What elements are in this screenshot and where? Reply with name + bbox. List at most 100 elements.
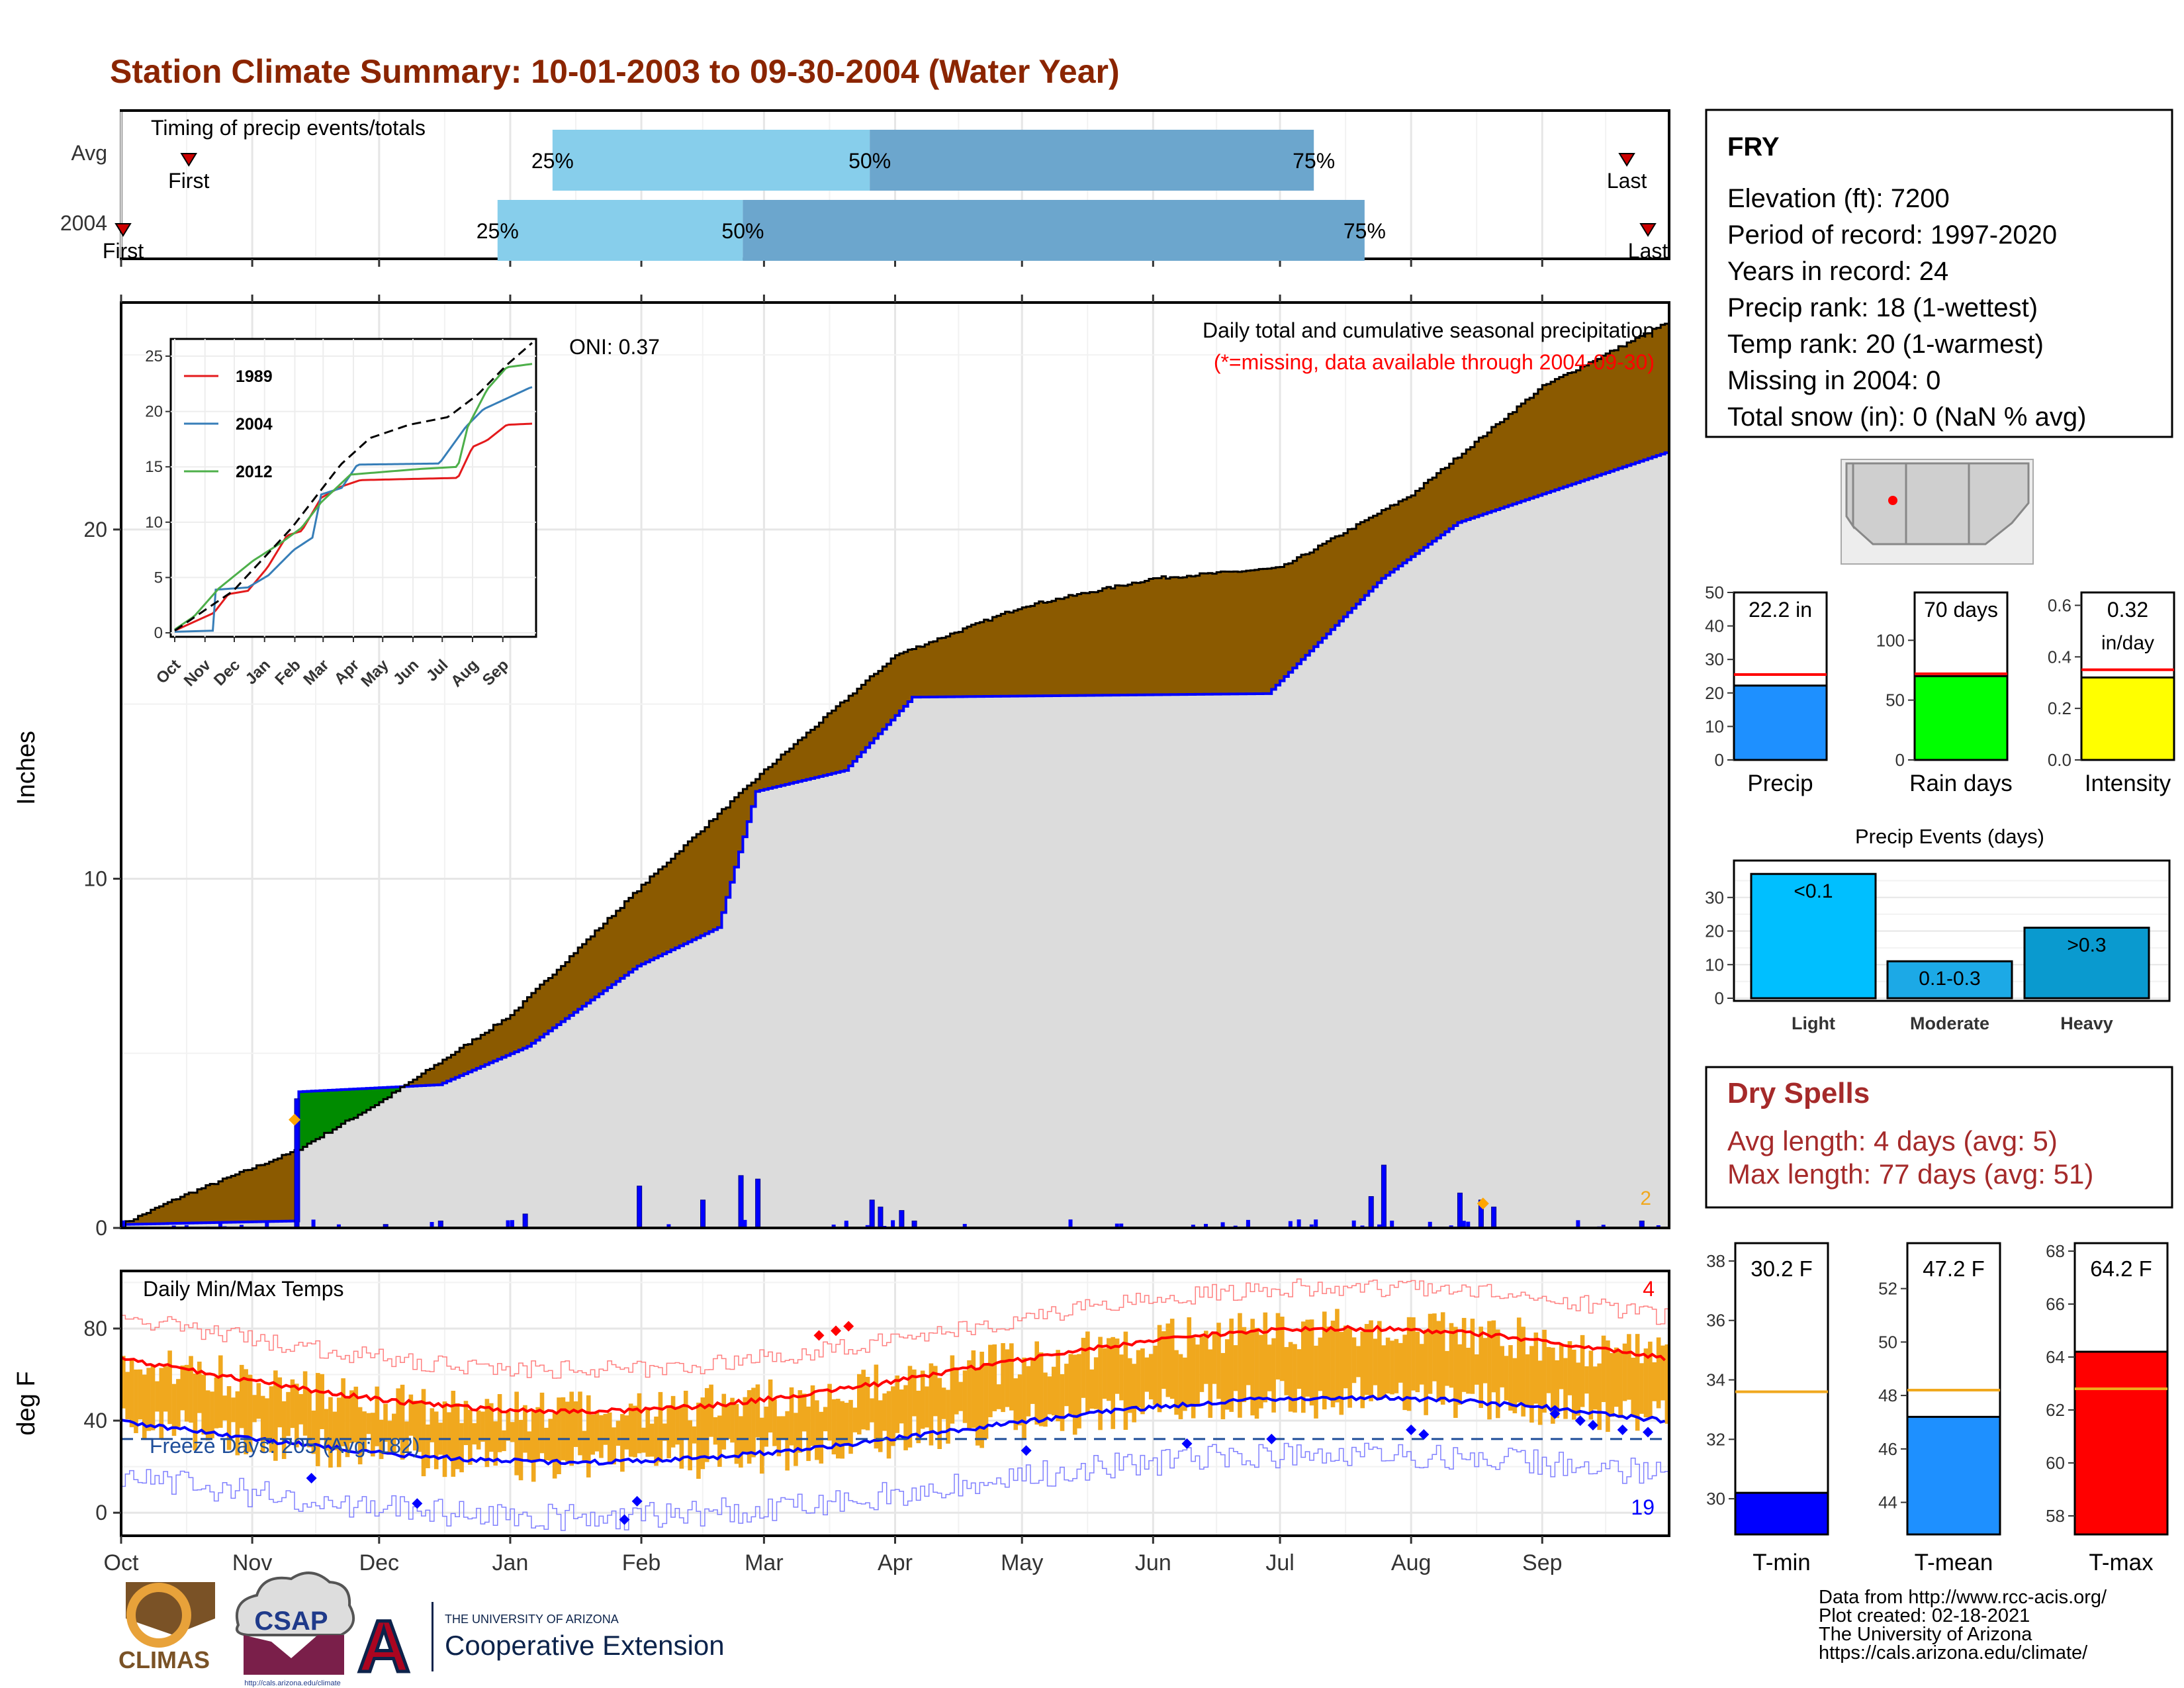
daily-temp-range-bar — [1220, 1352, 1226, 1419]
daily-temp-range-bar — [1542, 1329, 1547, 1413]
summary-bar-y-tick-label: 10 — [1705, 716, 1724, 736]
daily-temp-range-bar — [700, 1397, 705, 1470]
daily-temp-range-bar — [121, 1356, 126, 1409]
daily-temp-range-bar — [764, 1406, 768, 1447]
temp-y-tick-label: 40 — [83, 1409, 107, 1432]
daily-temp-range-bar — [1093, 1357, 1099, 1409]
temp-y-tick-label: 80 — [83, 1317, 107, 1340]
daily-temp-range-bar — [1127, 1358, 1132, 1413]
daily-temp-range-bar — [1512, 1358, 1518, 1413]
daily-temp-range-bar — [573, 1401, 578, 1447]
daily-temp-range-bar — [1377, 1321, 1382, 1398]
daily-temp-range-bar — [328, 1397, 333, 1468]
daily-temp-range-bar — [1017, 1374, 1023, 1426]
daily-precip-bar-small — [1351, 1220, 1356, 1228]
daily-temp-range-bar — [1406, 1317, 1412, 1411]
daily-temp-range-bar — [1567, 1341, 1572, 1395]
daily-temp-range-bar — [1077, 1354, 1081, 1429]
temp-bar-y-tick-label: 64 — [2046, 1347, 2065, 1367]
daily-temp-range-bar — [1533, 1332, 1539, 1404]
daily-temp-range-bar — [302, 1371, 308, 1436]
daily-temp-range-bar — [1068, 1354, 1073, 1415]
daily-temp-range-bar — [819, 1411, 824, 1464]
daily-temp-range-bar — [1314, 1345, 1318, 1419]
daily-temp-range-bar — [1233, 1345, 1238, 1391]
summary-bar-y-tick-label: 50 — [1705, 583, 1724, 602]
daily-temp-range-bar — [988, 1344, 993, 1417]
daily-precip-bar-small — [1461, 1221, 1466, 1228]
daily-temp-range-bar — [1479, 1327, 1484, 1408]
temperature-y-axis-label: deg F — [13, 1371, 40, 1435]
daily-temp-range-bar — [759, 1417, 764, 1474]
daily-temp-range-bar — [484, 1399, 490, 1468]
oni-value: ONI: 0.37 — [569, 335, 660, 359]
record-max-temp-line — [121, 1278, 1669, 1379]
daily-temp-range-bar — [176, 1379, 181, 1427]
daily-temp-range-bar — [307, 1390, 312, 1448]
daily-temp-range-bar — [476, 1410, 481, 1450]
daily-temp-range-bar — [599, 1415, 604, 1458]
daily-temp-range-bar — [1487, 1321, 1492, 1420]
daily-temp-range-bar — [146, 1368, 151, 1431]
daily-temp-range-bar — [286, 1391, 291, 1436]
daily-temp-range-bar — [1424, 1329, 1428, 1415]
daily-temp-range-bar — [565, 1401, 570, 1462]
daily-temp-range-bar — [1402, 1335, 1407, 1411]
daily-temp-range-bar — [624, 1415, 629, 1450]
daily-temp-range-bar — [426, 1424, 430, 1468]
daily-temp-range-bar — [688, 1420, 692, 1471]
daily-temp-range-bar — [235, 1391, 240, 1456]
daily-precip-bar-small — [891, 1220, 895, 1228]
daily-temp-range-bar — [1297, 1349, 1302, 1389]
daily-temp-range-bar — [937, 1378, 942, 1449]
daily-temp-range-bar — [666, 1405, 672, 1458]
daily-temp-range-bar — [273, 1370, 278, 1461]
daily-temp-range-bar — [1280, 1316, 1285, 1382]
daily-temp-range-bar — [260, 1395, 265, 1453]
timing-last-label: Last — [1607, 169, 1647, 193]
daily-temp-range-bar — [1216, 1323, 1221, 1399]
daily-temp-range-bar — [493, 1421, 498, 1466]
temp-bar-y-tick-label: 32 — [1706, 1429, 1725, 1449]
daily-temp-range-bar — [1347, 1328, 1352, 1408]
daily-temp-range-bar — [1643, 1348, 1649, 1418]
daily-temp-range-bar — [214, 1377, 219, 1429]
temp-bar-y-tick-label: 66 — [2046, 1294, 2065, 1314]
month-tick-label: Oct — [104, 1550, 139, 1575]
daily-precip-bar — [700, 1199, 706, 1229]
ua-logo: A THE UNIVERSITY OF ARIZONA Cooperative … — [356, 1602, 725, 1688]
station-period: Period of record: 1997-2020 — [1727, 220, 2057, 250]
station-years: Years in record: 24 — [1727, 257, 1948, 286]
daily-precip-bar-small — [430, 1221, 434, 1228]
daily-temp-range-bar — [996, 1384, 1001, 1409]
daily-temp-range-bar — [1263, 1312, 1268, 1403]
temp-bar-value: 47.2 F — [1923, 1256, 1985, 1281]
inset-y-tick-label: 5 — [154, 569, 163, 586]
daily-temp-range-bar — [992, 1344, 997, 1411]
daily-temp-range-bar — [1098, 1336, 1103, 1430]
daily-temp-range-bar — [497, 1393, 502, 1452]
daily-temp-range-bar — [265, 1398, 269, 1441]
month-tick-label: Nov — [232, 1550, 272, 1575]
temp-bar-value: 64.2 F — [2090, 1256, 2152, 1281]
daily-temp-range-bar — [142, 1374, 147, 1440]
daily-temp-range-bar — [780, 1416, 786, 1440]
climas-logo-sun — [126, 1583, 191, 1648]
daily-temp-range-bar — [218, 1355, 223, 1428]
daily-temp-range-bar — [861, 1370, 866, 1430]
daily-temp-range-bar — [692, 1426, 697, 1444]
daily-temp-range-bar — [1631, 1358, 1636, 1417]
daily-temp-range-bar — [1516, 1317, 1522, 1403]
record-min-marker — [1021, 1445, 1032, 1456]
summary-bar-y-tick-label: 30 — [1705, 649, 1724, 669]
inset-y-tick-label: 25 — [145, 348, 163, 365]
daily-precip-bar-small — [962, 1223, 967, 1228]
summary-bar-value: 0.32 — [2107, 598, 2148, 622]
daily-temp-range-bar — [721, 1393, 727, 1450]
daily-temp-range-bar — [138, 1369, 143, 1420]
record-max-marker — [831, 1325, 842, 1336]
temp-bar-frame — [1734, 1242, 1829, 1536]
daily-temp-range-bar — [1157, 1325, 1162, 1413]
daily-temp-range-bar — [886, 1391, 891, 1459]
